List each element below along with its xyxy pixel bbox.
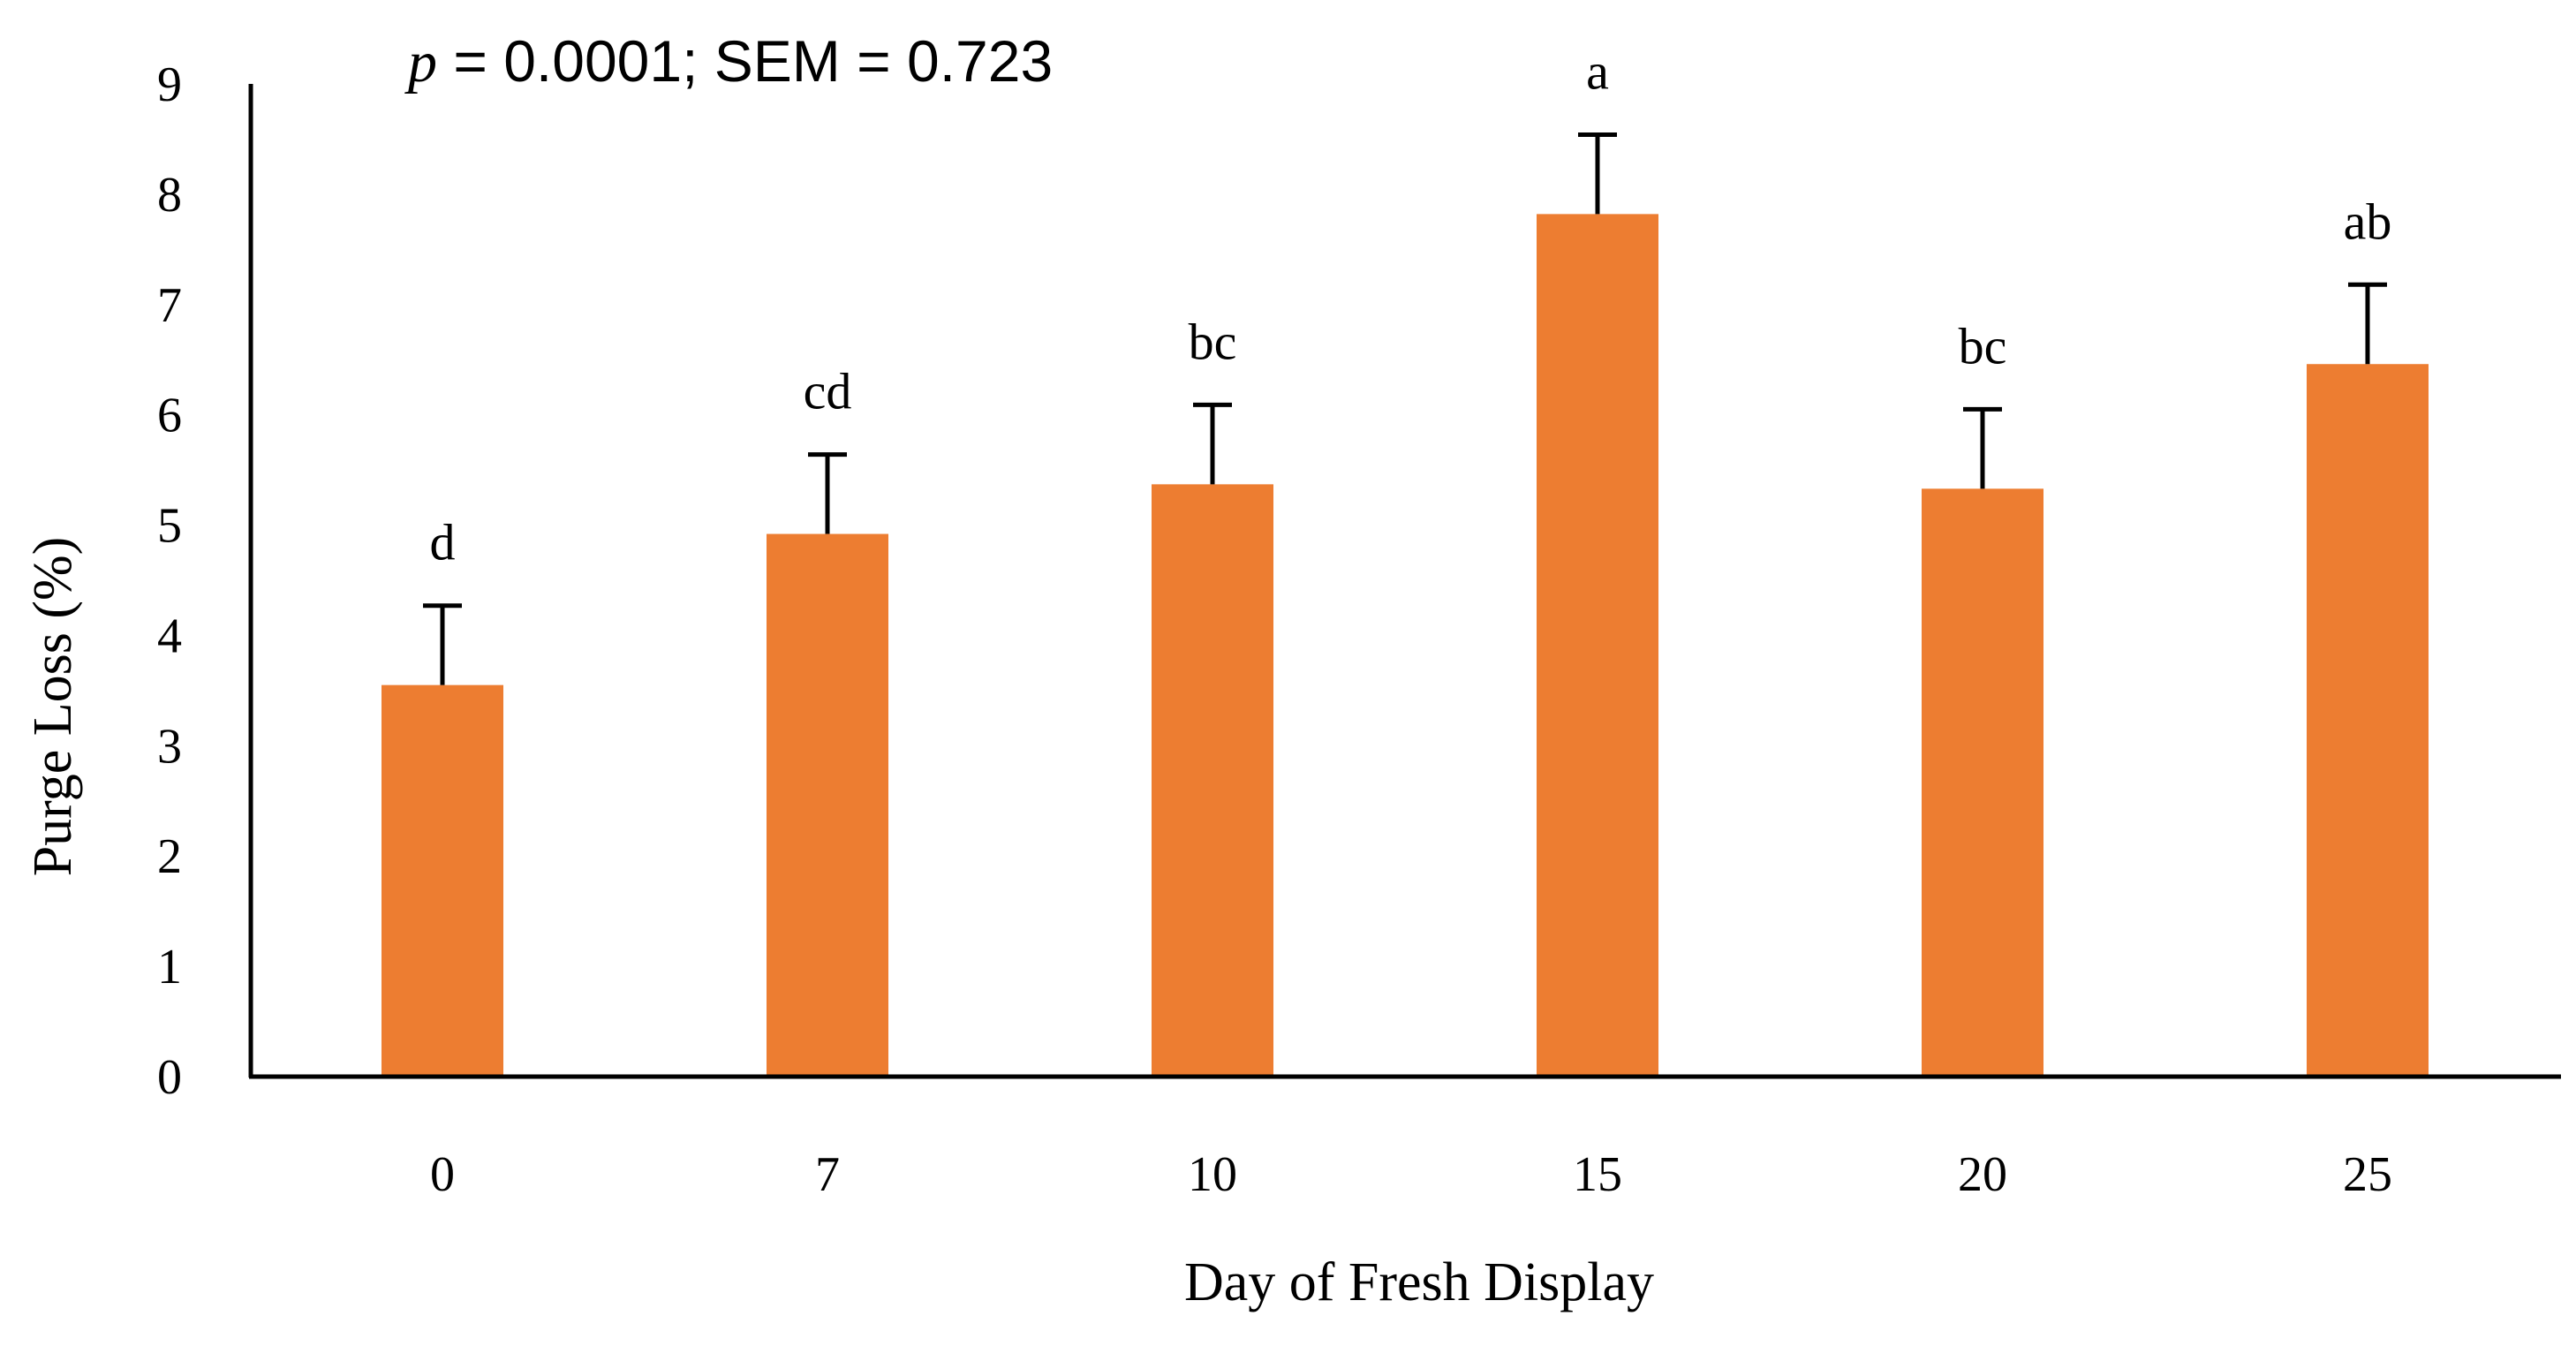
- x-tick-label: 15: [1573, 1147, 1622, 1202]
- significance-letter: a: [1586, 42, 1609, 100]
- x-tick-label: 0: [430, 1147, 455, 1202]
- bar: [1922, 488, 2043, 1077]
- y-axis-title: Purge Loss (%): [23, 537, 83, 877]
- y-tick-label: 6: [157, 389, 182, 443]
- y-tick-label: 8: [157, 168, 182, 223]
- y-axis-ticks: 0 1 2 3 4 5 6 7 8 9: [157, 57, 182, 1105]
- error-bars: [423, 132, 2387, 685]
- significance-letter: bc: [1189, 313, 1237, 370]
- y-tick-label: 2: [157, 829, 182, 884]
- y-tick-label: 1: [157, 940, 182, 994]
- x-axis-title: Day of Fresh Display: [1184, 1252, 1654, 1312]
- bar: [381, 684, 503, 1077]
- y-tick-label: 5: [157, 499, 182, 554]
- annotation-p-symbol: p: [404, 30, 437, 95]
- bar: [1537, 214, 1658, 1077]
- significance-letter: d: [430, 514, 456, 571]
- y-tick-label: 3: [157, 719, 182, 774]
- annotation-statistics: = 0.0001; SEM = 0.723: [437, 28, 1053, 94]
- x-tick-label: 7: [815, 1147, 840, 1202]
- y-tick-label: 7: [157, 278, 182, 333]
- y-tick-label: 4: [157, 609, 182, 663]
- x-axis-ticks: 0 7 10 15 20 25: [430, 1147, 2392, 1202]
- significance-letters: d cd bc a bc ab: [430, 42, 2392, 571]
- bar: [2307, 364, 2429, 1077]
- significance-letter: ab: [2344, 193, 2392, 250]
- y-tick-label: 9: [157, 57, 182, 112]
- bars: [381, 214, 2429, 1077]
- chart-annotation: p = 0.0001; SEM = 0.723: [404, 28, 1053, 95]
- x-tick-label: 20: [1958, 1147, 2007, 1202]
- significance-letter: bc: [1959, 317, 2007, 374]
- bar: [767, 533, 888, 1077]
- significance-letter: cd: [804, 363, 852, 420]
- y-tick-label: 0: [157, 1050, 182, 1105]
- x-tick-label: 10: [1188, 1147, 1237, 1202]
- bar: [1152, 484, 1273, 1077]
- x-tick-label: 25: [2343, 1147, 2392, 1202]
